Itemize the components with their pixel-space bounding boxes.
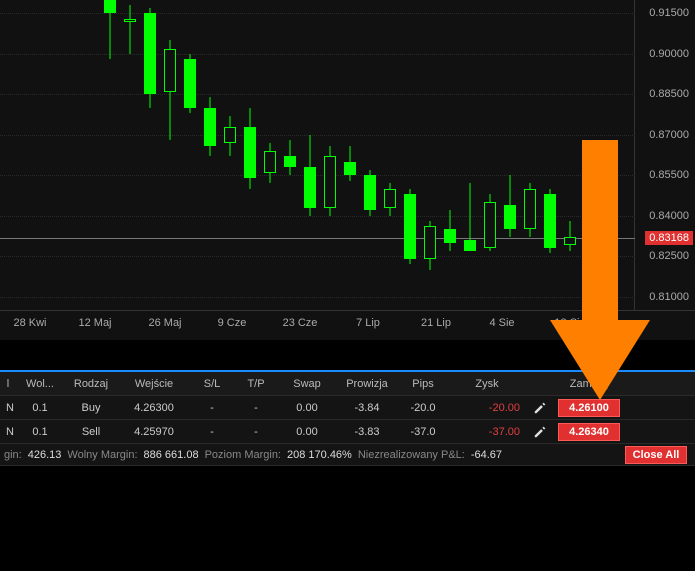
cell: -37.0 xyxy=(398,426,448,438)
column-header[interactable]: Rodzaj xyxy=(64,378,118,390)
y-tick-label: 0.90000 xyxy=(649,48,689,60)
pnl-label: Niezrealizowany P&L: xyxy=(358,449,465,461)
y-tick-label: 0.84000 xyxy=(649,210,689,222)
chart-area[interactable]: 0.81000 0.82500 0.84000 0.85500 0.87000 0.885… xyxy=(0,0,695,340)
x-tick-label: 9 Cze xyxy=(218,317,247,329)
y-tick-label: 0.81000 xyxy=(649,291,689,303)
column-header[interactable]: Pips xyxy=(398,378,448,390)
edit-button[interactable] xyxy=(526,425,554,439)
x-tick-label: 26 Maj xyxy=(148,317,181,329)
column-header[interactable]: Wejście xyxy=(118,378,190,390)
y-tick-label: 0.87000 xyxy=(649,129,689,141)
x-tick-label: 23 Cze xyxy=(283,317,318,329)
free-margin-value: 886 661.08 xyxy=(144,449,199,461)
chart-plot[interactable] xyxy=(0,0,635,310)
y-tick-label: 0.82500 xyxy=(649,250,689,262)
status-bar: gin: 426.13 Wolny Margin: 886 661.08 Poz… xyxy=(0,444,695,466)
close-position-button[interactable]: 4.26340 xyxy=(558,423,620,441)
cell: - xyxy=(190,402,234,414)
cell: N xyxy=(0,402,16,414)
column-header[interactable]: S/L xyxy=(190,378,234,390)
cell: - xyxy=(190,426,234,438)
cell: 0.1 xyxy=(16,426,64,438)
column-header[interactable]: Wol... xyxy=(16,378,64,390)
cell: -20.0 xyxy=(398,402,448,414)
panel-gap xyxy=(0,340,695,370)
column-header[interactable]: Prowizja xyxy=(336,378,398,390)
close-all-button[interactable]: Close All xyxy=(625,446,687,464)
free-margin-label: Wolny Margin: xyxy=(67,449,137,461)
margin-value: 426.13 xyxy=(28,449,62,461)
margin-level-value: 208 170.46% xyxy=(287,449,352,461)
pencil-icon xyxy=(533,425,547,439)
pencil-icon xyxy=(533,401,547,415)
current-price-line xyxy=(0,238,635,239)
margin-level-label: Poziom Margin: xyxy=(205,449,281,461)
x-tick-label: 12 Maj xyxy=(78,317,111,329)
cell: 0.00 xyxy=(278,402,336,414)
y-tick-label: 0.91500 xyxy=(649,7,689,19)
margin-label: gin: xyxy=(4,449,22,461)
cell: -3.84 xyxy=(336,402,398,414)
profit-cell: -37.00 xyxy=(448,426,526,438)
cell: 4.25970 xyxy=(118,426,190,438)
y-tick-label: 0.85500 xyxy=(649,169,689,181)
column-header[interactable]: Zamknij xyxy=(554,378,624,390)
table-row[interactable]: N0.1Sell4.25970--0.00-3.83-37.0-37.004.2… xyxy=(0,420,695,444)
y-axis: 0.81000 0.82500 0.84000 0.85500 0.87000 0.885… xyxy=(635,0,695,310)
column-header[interactable]: Swap xyxy=(278,378,336,390)
current-price-tag: 0.83168 xyxy=(645,231,693,245)
cell: - xyxy=(234,402,278,414)
x-tick-label: 7 Lip xyxy=(356,317,380,329)
cell: Sell xyxy=(64,426,118,438)
column-header[interactable]: T/P xyxy=(234,378,278,390)
cell: 4.26300 xyxy=(118,402,190,414)
pnl-value: -64.67 xyxy=(471,449,502,461)
profit-cell: -20.00 xyxy=(448,402,526,414)
cell: -3.83 xyxy=(336,426,398,438)
table-row[interactable]: N0.1Buy4.26300--0.00-3.84-20.0-20.004.26… xyxy=(0,396,695,420)
x-tick-label: 21 Lip xyxy=(421,317,451,329)
cell: Buy xyxy=(64,402,118,414)
positions-table: lWol...RodzajWejścieS/LT/PSwapProwizjaPi… xyxy=(0,372,695,466)
column-header[interactable]: l xyxy=(0,378,16,390)
edit-button[interactable] xyxy=(526,401,554,415)
y-tick-label: 0.88500 xyxy=(649,88,689,100)
x-axis: 28 Kwi 12 Maj 26 Maj 9 Cze 23 Cze 7 Lip 21 Lip… xyxy=(0,310,695,340)
close-position-button[interactable]: 4.26100 xyxy=(558,399,620,417)
table-header: lWol...RodzajWejścieS/LT/PSwapProwizjaPi… xyxy=(0,372,695,396)
column-header[interactable]: Zysk xyxy=(448,378,526,390)
x-tick-label: 4 Sie xyxy=(489,317,514,329)
cell: N xyxy=(0,426,16,438)
cell: - xyxy=(234,426,278,438)
x-tick-label: 18 Sie xyxy=(554,317,585,329)
x-tick-label: 28 Kwi xyxy=(13,317,46,329)
cell: 0.00 xyxy=(278,426,336,438)
cell: 0.1 xyxy=(16,402,64,414)
